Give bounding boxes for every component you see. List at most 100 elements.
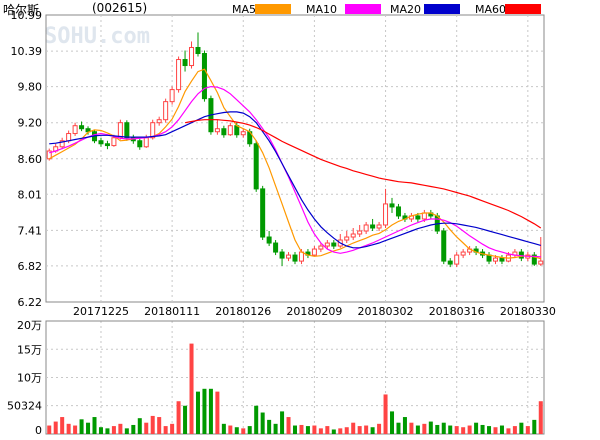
volume-bar <box>292 425 298 434</box>
candle-up <box>324 242 330 247</box>
candle-down <box>279 251 285 259</box>
candle-down <box>195 46 201 55</box>
date-tick-label: 20180316 <box>429 305 485 318</box>
volume-bar <box>202 388 207 434</box>
candle-down <box>447 260 453 265</box>
candle-down <box>182 59 188 67</box>
date-tick-label: 20180209 <box>286 305 342 318</box>
volume-bar <box>183 405 188 434</box>
volume-bar <box>254 405 259 434</box>
legend: MA5 MA10 MA20 MA60 <box>232 3 541 16</box>
price-tick-label: 6.82 <box>18 260 43 273</box>
candle-up <box>189 46 195 67</box>
volume-bar <box>364 425 369 434</box>
volume-bar <box>163 426 168 434</box>
volume-bar <box>150 415 155 434</box>
volume-bar <box>325 426 330 434</box>
candle-up <box>163 101 169 121</box>
volume-grid <box>45 320 545 435</box>
volume-bar <box>474 422 479 434</box>
volume-bar <box>480 424 485 434</box>
volume-bar <box>370 427 375 434</box>
volume-tick-label: 10万 <box>17 372 42 385</box>
volume-bar <box>79 419 84 434</box>
price-tick-label: 8.01 <box>18 188 43 201</box>
candle-up <box>156 119 162 124</box>
volume-bar <box>428 421 433 434</box>
candle-down <box>389 203 395 208</box>
candle-up <box>350 233 356 238</box>
volume-bar <box>73 425 78 434</box>
volume-bar <box>221 423 226 434</box>
volume-bar <box>338 428 343 434</box>
volume-bars <box>47 343 543 434</box>
legend-swatch-ma20 <box>424 4 460 14</box>
candle-down <box>124 122 130 139</box>
price-tick-label: 7.41 <box>18 224 43 237</box>
stock-code: (002615) <box>92 1 148 15</box>
legend-label-ma10: MA10 <box>306 3 337 16</box>
price-tick-label: 9.80 <box>18 81 43 94</box>
volume-bar <box>286 417 291 434</box>
volume-bar <box>157 417 162 434</box>
watermark: SOHU.com <box>44 24 150 49</box>
volume-bar <box>402 417 407 434</box>
volume-bar <box>499 425 504 434</box>
volume-bar <box>280 411 285 434</box>
volume-bar <box>98 427 103 434</box>
legend-swatch-ma5 <box>255 4 291 14</box>
ma-line-ma10 <box>49 85 541 258</box>
volume-bar <box>53 421 58 434</box>
volume-bar <box>137 418 142 434</box>
candle-up <box>538 260 544 265</box>
candle-up <box>383 203 389 226</box>
candle-down <box>499 257 505 262</box>
volume-bar <box>519 422 524 434</box>
candle-up <box>357 230 363 235</box>
candle-down <box>273 242 279 253</box>
candle-down <box>395 206 401 217</box>
volume-tick-label: 15万 <box>17 343 42 356</box>
volume-bar <box>493 427 498 434</box>
candle-up <box>143 137 149 148</box>
volume-tick-label: 20万 <box>17 319 42 332</box>
volume-bar <box>124 428 129 434</box>
volume-bar <box>105 428 110 434</box>
volume-bar <box>66 423 71 434</box>
volume-bar <box>215 391 220 434</box>
volume-bar <box>305 426 310 434</box>
candle-down <box>221 128 227 136</box>
candle-up <box>318 245 324 250</box>
volume-bar <box>532 419 537 434</box>
volume-bar <box>170 423 175 434</box>
candle-up <box>59 140 65 148</box>
candle-down <box>253 143 259 190</box>
date-tick-label: 20180111 <box>144 305 200 318</box>
volume-bar <box>383 394 388 434</box>
candle-up <box>363 224 369 232</box>
candle-up <box>117 122 123 139</box>
candle-up <box>344 236 350 241</box>
volume-bar <box>441 422 446 434</box>
candle-down <box>292 254 298 262</box>
candle-up <box>286 254 292 259</box>
volume-bar <box>273 423 278 434</box>
volume-bar <box>506 428 511 434</box>
volume-bar <box>47 425 52 434</box>
candle-up <box>376 224 382 229</box>
candle-up <box>460 251 466 256</box>
candle-down <box>331 242 337 247</box>
candle-up <box>240 131 246 136</box>
volume-bar <box>331 429 336 434</box>
price-tick-label: 6.22 <box>18 296 43 309</box>
date-tick-label: 20180330 <box>500 305 556 318</box>
volume-bar <box>467 425 472 434</box>
price-axis-labels: 10.99 10.39 9.80 9.20 8.60 8.01 7.41 6.82 6.22 <box>11 9 43 309</box>
candle-down <box>370 224 376 229</box>
date-tick-label: 20180302 <box>358 305 414 318</box>
volume-bar <box>176 401 181 434</box>
candle-down <box>79 125 85 130</box>
volume-bar <box>195 391 200 434</box>
volume-bar <box>247 426 252 434</box>
